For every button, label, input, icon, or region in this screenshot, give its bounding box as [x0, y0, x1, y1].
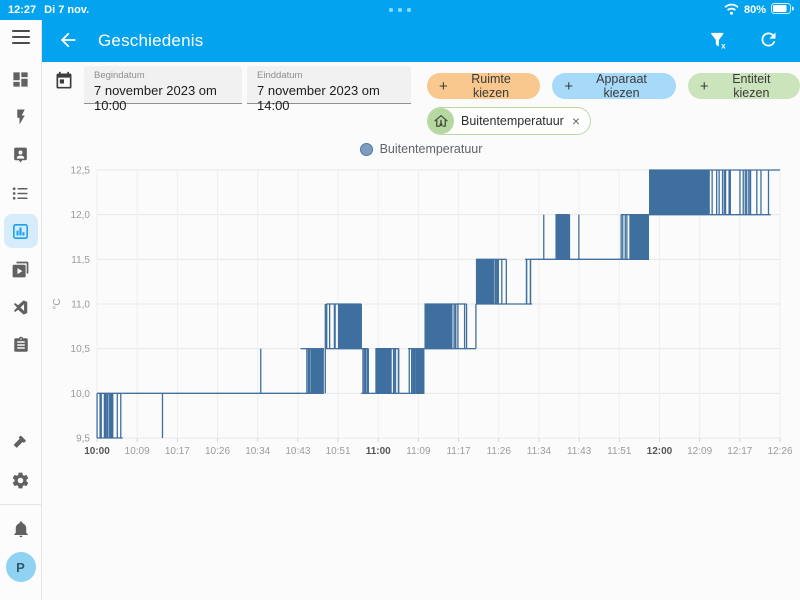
- svg-text:12:26: 12:26: [767, 446, 792, 457]
- bell-icon: [12, 520, 30, 538]
- menu-button[interactable]: [0, 20, 42, 54]
- sidebar-item-person[interactable]: [0, 136, 42, 174]
- svg-text:12:09: 12:09: [687, 446, 712, 457]
- svg-text:10:00: 10:00: [84, 446, 110, 457]
- plus-icon: +: [439, 77, 448, 95]
- sidebar-item-settings[interactable]: [0, 461, 42, 499]
- page-title: Geschiedenis: [98, 31, 204, 50]
- sidebar-divider: [0, 504, 42, 505]
- calendar-icon: [54, 71, 74, 96]
- app-header: Geschiedenis x: [42, 20, 800, 62]
- svg-text:x: x: [721, 41, 726, 50]
- sidebar-item-media-browser[interactable]: [0, 250, 42, 288]
- sidebar-item-profile[interactable]: P: [0, 548, 42, 586]
- svg-text:11:34: 11:34: [527, 446, 552, 457]
- svg-text:12,5: 12,5: [71, 166, 91, 177]
- clear-filters-button[interactable]: x: [700, 23, 736, 59]
- add-device-label: Apparaat kiezen: [596, 72, 647, 100]
- add-device-button[interactable]: + Apparaat kiezen: [552, 72, 676, 100]
- chart-legend-item[interactable]: Buitentemperatuur: [42, 142, 800, 156]
- multitask-dots-icon: [389, 8, 411, 12]
- start-date-value: 7 november 2023 om 10:00: [94, 83, 217, 113]
- hammer-icon: [12, 433, 30, 451]
- svg-text:11,5: 11,5: [71, 255, 90, 266]
- home-thermometer-icon: [428, 108, 454, 134]
- sidebar: P: [0, 20, 42, 600]
- svg-text:12:00: 12:00: [647, 446, 673, 457]
- svg-text:11:43: 11:43: [567, 446, 592, 457]
- end-date-value: 7 november 2023 om 14:00: [257, 83, 380, 113]
- add-area-label: Ruimte kiezen: [471, 72, 511, 100]
- view-dashboard-icon: [11, 70, 30, 89]
- back-button[interactable]: [50, 23, 86, 59]
- legend-label: Buitentemperatuur: [379, 142, 483, 156]
- person-badge-icon: [11, 146, 30, 165]
- svg-text:12:17: 12:17: [727, 446, 752, 457]
- legend-marker-icon: [359, 142, 373, 156]
- plus-icon: +: [564, 77, 574, 95]
- end-date-label: Einddatum: [257, 70, 303, 81]
- entity-chip-label: Buitentemperatuur: [461, 114, 564, 128]
- hamburger-icon: [11, 30, 30, 44]
- svg-text:12,0: 12,0: [71, 210, 91, 221]
- svg-text:10,0: 10,0: [71, 389, 91, 400]
- svg-text:11:26: 11:26: [487, 446, 512, 457]
- sidebar-item-energy[interactable]: [0, 98, 42, 136]
- refresh-button[interactable]: [750, 23, 786, 59]
- svg-text:11:00: 11:00: [366, 446, 391, 457]
- entity-chip-remove-icon[interactable]: ×: [571, 113, 581, 129]
- gear-icon: [11, 471, 30, 490]
- sidebar-item-developer-tools[interactable]: [0, 423, 42, 461]
- clock-label: 12:27: [8, 4, 37, 16]
- svg-text:11,0: 11,0: [71, 300, 90, 311]
- history-active-highlight: [3, 214, 38, 248]
- svg-text:10:34: 10:34: [245, 446, 270, 457]
- start-date-field[interactable]: Begindatum 7 november 2023 om 10:00: [84, 66, 242, 113]
- arrow-left-icon: [57, 29, 79, 54]
- svg-text:11:51: 11:51: [607, 446, 632, 457]
- lightning-bolt-icon: [12, 108, 30, 126]
- sidebar-item-history[interactable]: [0, 212, 42, 250]
- play-box-multiple-icon: [11, 260, 30, 279]
- svg-text:9,5: 9,5: [76, 434, 90, 445]
- sidebar-item-todo-list[interactable]: [0, 326, 42, 364]
- avatar: P: [5, 552, 36, 582]
- status-bar: 12:27 Di 7 nov. 80%: [0, 0, 800, 20]
- plus-icon: +: [699, 77, 709, 95]
- chart-box-icon: [11, 222, 30, 241]
- history-chart[interactable]: 9,5 10,0 10,5 11,0 11,5 12,0 12,5 °C 10:00 10:09 1…: [42, 140, 800, 470]
- svg-text:10,5: 10,5: [71, 344, 91, 355]
- end-date-field[interactable]: Einddatum 7 november 2023 om 14:00: [247, 66, 411, 113]
- add-entity-button[interactable]: + Entiteit kiezen: [687, 72, 800, 100]
- refresh-icon: [758, 29, 779, 53]
- wifi-icon: [724, 3, 739, 18]
- svg-text:10:51: 10:51: [326, 446, 351, 457]
- svg-text:10:26: 10:26: [205, 446, 230, 457]
- sidebar-item-code-editor[interactable]: [0, 288, 42, 326]
- clipboard-list-icon: [12, 336, 30, 354]
- svg-text:10:09: 10:09: [125, 446, 150, 457]
- filter-remove-icon: x: [707, 29, 729, 54]
- add-entity-label: Entiteit kiezen: [732, 72, 771, 100]
- sidebar-item-notifications[interactable]: [0, 510, 42, 548]
- sidebar-item-dashboards[interactable]: [0, 60, 42, 98]
- svg-text:11:09: 11:09: [406, 446, 431, 457]
- svg-text:10:17: 10:17: [165, 446, 190, 457]
- code-editor-icon: [11, 298, 30, 317]
- list-bulleted-icon: [11, 184, 30, 203]
- date-label: Di 7 nov.: [44, 4, 90, 16]
- svg-text:°C: °C: [52, 298, 63, 309]
- svg-text:10:43: 10:43: [285, 446, 310, 457]
- sidebar-item-logbook[interactable]: [0, 174, 42, 212]
- battery-icon: [771, 3, 795, 17]
- battery-percent-label: 80%: [743, 4, 766, 16]
- add-area-button[interactable]: + Ruimte kiezen: [427, 72, 541, 100]
- svg-text:11:17: 11:17: [446, 446, 471, 457]
- start-date-label: Begindatum: [94, 70, 145, 81]
- entity-chip[interactable]: Buitentemperatuur ×: [427, 107, 592, 135]
